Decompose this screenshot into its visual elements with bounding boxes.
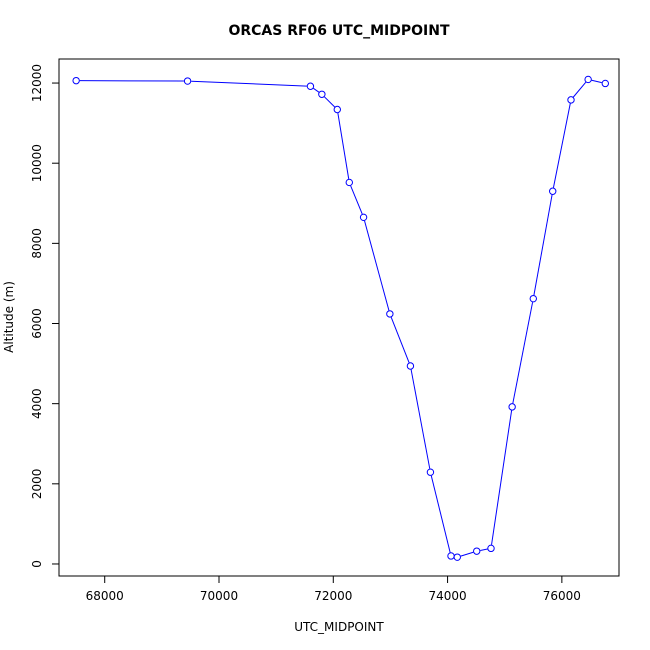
y-axis: 0 2000 4000 6000 8000 10000 12000: [30, 64, 59, 568]
y-tick-label: 6000: [30, 308, 44, 339]
data-point: [72, 76, 80, 85]
y-tick-label: 12000: [30, 64, 44, 102]
y-tick-label: 10000: [30, 144, 44, 182]
y-tick-label: 4000: [30, 388, 44, 419]
data-point: [318, 90, 326, 98]
y-axis-label: Altitude (m): [2, 281, 16, 353]
x-tick-label: 70000: [200, 589, 238, 603]
data-point: [386, 310, 394, 318]
data-point: [508, 403, 516, 411]
series-line-segment: [552, 103, 571, 188]
data-point: [406, 362, 415, 370]
series-line-segment: [591, 79, 602, 84]
series-line-segment: [364, 220, 390, 311]
data-point: [473, 547, 481, 555]
x-axis: 68000 70000 72000 74000 76000: [86, 576, 581, 603]
x-tick-label: 74000: [428, 589, 466, 603]
plot-area: [58, 58, 620, 577]
data-point: [183, 77, 192, 85]
series-line-segment: [390, 317, 410, 363]
series-line-segment: [480, 548, 488, 551]
data-point: [487, 544, 495, 553]
x-tick-label: 72000: [314, 589, 352, 603]
data-point: [567, 96, 575, 104]
data-point: [549, 187, 557, 195]
series-line-segment: [324, 96, 336, 108]
series-line-segment: [460, 551, 474, 557]
series-line-segment: [572, 81, 587, 98]
series-line-segment: [350, 185, 363, 215]
x-tick-label: 76000: [543, 589, 581, 603]
x-tick-label: 68000: [86, 589, 124, 603]
data-point: [333, 105, 341, 114]
y-tick-label: 0: [30, 560, 44, 568]
series-line-segment: [313, 87, 320, 93]
series-line-segment: [533, 194, 553, 296]
x-axis-label: UTC_MIDPOINT: [294, 620, 384, 634]
data-point: [453, 553, 461, 561]
series-layer: [72, 75, 609, 561]
series-line-segment: [430, 475, 451, 553]
data-point: [306, 82, 315, 90]
plot-frame: [58, 58, 620, 577]
data-point: [345, 178, 353, 187]
data-point: [601, 79, 609, 88]
series-line-segment: [337, 112, 350, 179]
data-point: [529, 294, 537, 303]
series-line-segment: [512, 302, 534, 404]
series-line-segment: [491, 410, 513, 545]
chart-title: ORCAS RF06 UTC_MIDPOINT: [228, 23, 449, 39]
series-line-segment: [410, 369, 431, 469]
data-point: [447, 552, 455, 560]
data-point: [359, 213, 368, 222]
y-tick-label: 2000: [30, 469, 44, 500]
data-point: [584, 75, 592, 84]
data-point: [426, 468, 435, 476]
series-line-segment: [191, 80, 307, 87]
y-tick-label: 8000: [30, 228, 44, 259]
